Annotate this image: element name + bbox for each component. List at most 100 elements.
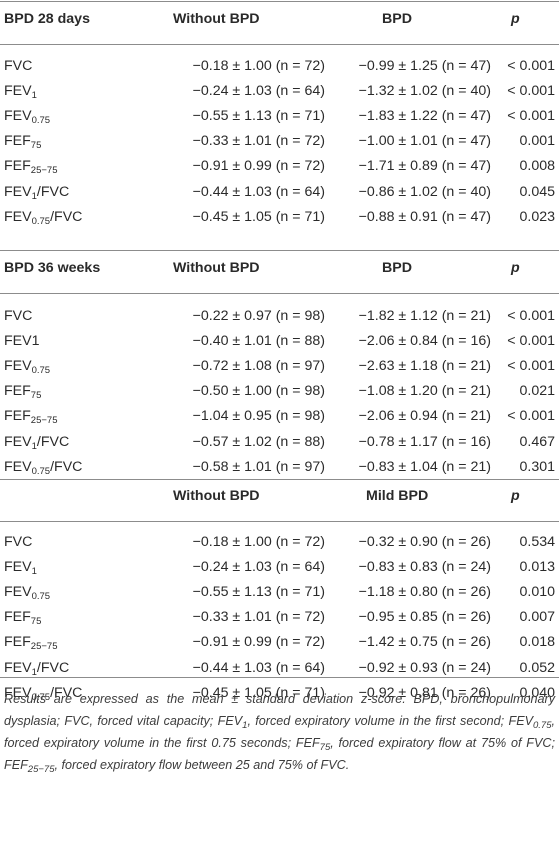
value-bpd: −0.99 ± 1.25 (n = 47): [358, 58, 491, 74]
p-value: < 0.001: [507, 83, 555, 100]
row-label-subscript: 75: [30, 616, 42, 628]
row-label-suffix: /FVC: [50, 208, 83, 225]
row-label-base: FVC: [4, 534, 33, 550]
header-rule: [0, 521, 559, 522]
value-bpd: −0.83 ± 1.04 (n = 21): [358, 458, 491, 475]
value-without-bpd: −0.40 ± 1.01 (n = 88): [192, 333, 325, 350]
value-bpd: −1.08 ± 1.20 (n = 21): [358, 383, 491, 400]
value-bpd: −0.88 ± 0.91 (n = 47): [358, 208, 491, 225]
table-row: FEV1/FVC −0.44 ± 1.03 (n = 64) −0.92 ± 0.9…: [0, 653, 559, 683]
section-header-bpd-36-weeks: BPD 36 weeks Without BPD BPD p: [0, 253, 559, 283]
row-label: FEV1: [4, 552, 37, 582]
row-label-subscript: 0.75: [31, 215, 51, 227]
row-label-base: FEV: [4, 358, 32, 375]
section-divider: [0, 479, 559, 480]
p-value: 0.008: [519, 158, 555, 175]
col-header-p: p: [511, 260, 520, 276]
p-value: 0.301: [519, 458, 555, 475]
p-value: < 0.001: [507, 408, 555, 425]
row-label-subscript: 25−75: [30, 641, 58, 653]
row-label-subscript: 75: [30, 140, 42, 152]
value-bpd: −2.63 ± 1.18 (n = 21): [358, 358, 491, 375]
footnote-text: , forced expiratory volume in the first …: [4, 714, 555, 750]
p-value: < 0.001: [507, 58, 555, 74]
table-top-rule: [0, 1, 559, 2]
footnote-text: , forced expiratory flow at 75% of FVC; …: [4, 736, 555, 772]
p-value: < 0.001: [507, 333, 555, 350]
row-label: FEF75: [4, 376, 41, 406]
value-bpd: −1.71 ± 0.89 (n = 47): [358, 158, 491, 175]
col-header-mild-bpd: Mild BPD: [366, 488, 429, 504]
section-header-mild-bpd: Without BPD Mild BPD p: [0, 481, 559, 511]
row-label: FVC: [4, 301, 32, 331]
value-without-bpd: −0.22 ± 0.97 (n = 98): [192, 308, 325, 324]
value-without-bpd: −0.33 ± 1.01 (n = 72): [192, 609, 325, 626]
col-header-bpd: BPD: [382, 260, 412, 276]
value-without-bpd: −0.91 ± 0.99 (n = 72): [192, 158, 325, 175]
p-value: < 0.001: [507, 308, 555, 324]
value-without-bpd: −0.24 ± 1.03 (n = 64): [192, 559, 325, 576]
row-label-suffix: /FVC: [36, 659, 70, 676]
row-label: FEV0.75/FVC: [4, 678, 82, 708]
value-bpd: −0.95 ± 0.85 (n = 26): [358, 609, 491, 626]
row-label-subscript: 75: [30, 390, 42, 402]
row-label: FEV0.75/FVC: [4, 202, 82, 232]
footnote-subscript: 1: [242, 720, 248, 731]
value-without-bpd: −0.58 ± 1.01 (n = 97): [192, 458, 325, 475]
value-without-bpd: −0.55 ± 1.13 (n = 71): [192, 108, 325, 125]
table-row: FEV0.75/FVC −0.58 ± 1.01 (n = 97) −0.83 ± …: [0, 452, 559, 482]
row-label: FEF25−75: [4, 401, 57, 431]
footnote-subscript: 75: [319, 742, 331, 753]
table-row: FEF25−75 −1.04 ± 0.95 (n = 98) −2.06 ± 0.9…: [0, 401, 559, 431]
value-bpd: −1.18 ± 0.80 (n = 26): [358, 584, 491, 601]
section-label: BPD 36 weeks: [4, 260, 101, 276]
footnote-text: , forced expiratory flow between 25 and …: [54, 758, 350, 772]
value-without-bpd: −0.44 ± 1.03 (n = 64): [192, 659, 325, 676]
row-label-base: FEV: [4, 659, 32, 676]
row-label: FEV1: [4, 76, 37, 106]
table-bottom-rule: [0, 677, 559, 678]
value-bpd: −0.78 ± 1.17 (n = 16): [358, 433, 491, 450]
value-bpd: −0.86 ± 1.02 (n = 40): [358, 183, 491, 200]
row-label-subscript: 0.75: [31, 115, 51, 127]
row-label-subscript: 0.75: [31, 365, 51, 377]
p-value: 0.467: [519, 433, 555, 450]
value-bpd: −1.32 ± 1.02 (n = 40): [358, 83, 491, 100]
row-label-suffix: /FVC: [36, 433, 70, 450]
row-label: FEF75: [4, 126, 41, 156]
row-label-base: FVC: [4, 58, 33, 74]
col-header-p: p: [511, 11, 520, 27]
row-label-base: FEF: [4, 133, 31, 150]
row-label: FEV0.75: [4, 577, 50, 607]
table-row: FEV1 −0.40 ± 1.01 (n = 88) −2.06 ± 0.84 (n…: [0, 326, 559, 356]
value-without-bpd: −0.91 ± 0.99 (n = 72): [192, 634, 325, 651]
value-without-bpd: −0.72 ± 1.08 (n = 97): [192, 358, 325, 375]
value-bpd: −0.92 ± 0.81 (n = 26): [358, 684, 491, 701]
value-without-bpd: −0.18 ± 1.00 (n = 72): [192, 58, 325, 74]
value-bpd: −0.92 ± 0.93 (n = 24): [358, 659, 491, 676]
row-label-base: FEV: [4, 559, 32, 576]
p-value: 0.007: [519, 609, 555, 626]
row-label: FEV1/FVC: [4, 653, 69, 683]
table-row: FEF75 −0.50 ± 1.00 (n = 98) −1.08 ± 1.20 (…: [0, 376, 559, 406]
row-label-subscript: 1: [31, 90, 37, 102]
row-label: FVC: [4, 51, 32, 81]
value-without-bpd: −1.04 ± 0.95 (n = 98): [192, 408, 325, 425]
value-bpd: −1.00 ± 1.01 (n = 47): [358, 133, 491, 150]
row-label-subscript: 1: [31, 190, 37, 202]
value-bpd: −1.42 ± 0.75 (n = 26): [358, 634, 491, 651]
table-row: FVC −0.18 ± 1.00 (n = 72) −0.32 ± 0.90 (n …: [0, 527, 559, 557]
row-label: FEV1: [4, 326, 39, 356]
row-label-subscript: 25−75: [30, 415, 58, 427]
p-value: 0.045: [519, 183, 555, 200]
p-value: 0.001: [519, 133, 555, 150]
row-label-subscript: 0.75: [31, 691, 51, 703]
table-row: FEV1/FVC −0.57 ± 1.02 (n = 88) −0.78 ± 1.1…: [0, 427, 559, 457]
row-label-base: FEV1: [4, 333, 40, 350]
row-label-base: FEF: [4, 634, 31, 651]
p-value: 0.021: [519, 383, 555, 400]
row-label: FEV1/FVC: [4, 427, 69, 457]
row-label-base: FEF: [4, 158, 31, 175]
row-label-base: FEF: [4, 383, 31, 400]
table-row: FVC −0.22 ± 0.97 (n = 98) −1.82 ± 1.12 (n …: [0, 301, 559, 331]
